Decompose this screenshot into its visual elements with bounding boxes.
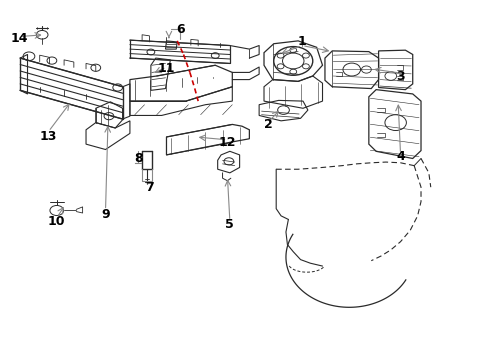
- Text: 7: 7: [145, 181, 154, 194]
- Text: 8: 8: [134, 152, 142, 165]
- Text: 4: 4: [395, 150, 404, 163]
- Text: 14: 14: [10, 32, 28, 45]
- Text: 3: 3: [395, 69, 404, 82]
- Text: 10: 10: [48, 215, 65, 228]
- Text: 1: 1: [297, 35, 306, 49]
- Text: 13: 13: [40, 130, 57, 144]
- Text: 11: 11: [158, 62, 175, 75]
- Text: 9: 9: [101, 208, 110, 221]
- Text: 2: 2: [263, 118, 272, 131]
- Text: 12: 12: [218, 136, 236, 149]
- Text: 5: 5: [225, 218, 234, 231]
- Text: 6: 6: [176, 23, 184, 36]
